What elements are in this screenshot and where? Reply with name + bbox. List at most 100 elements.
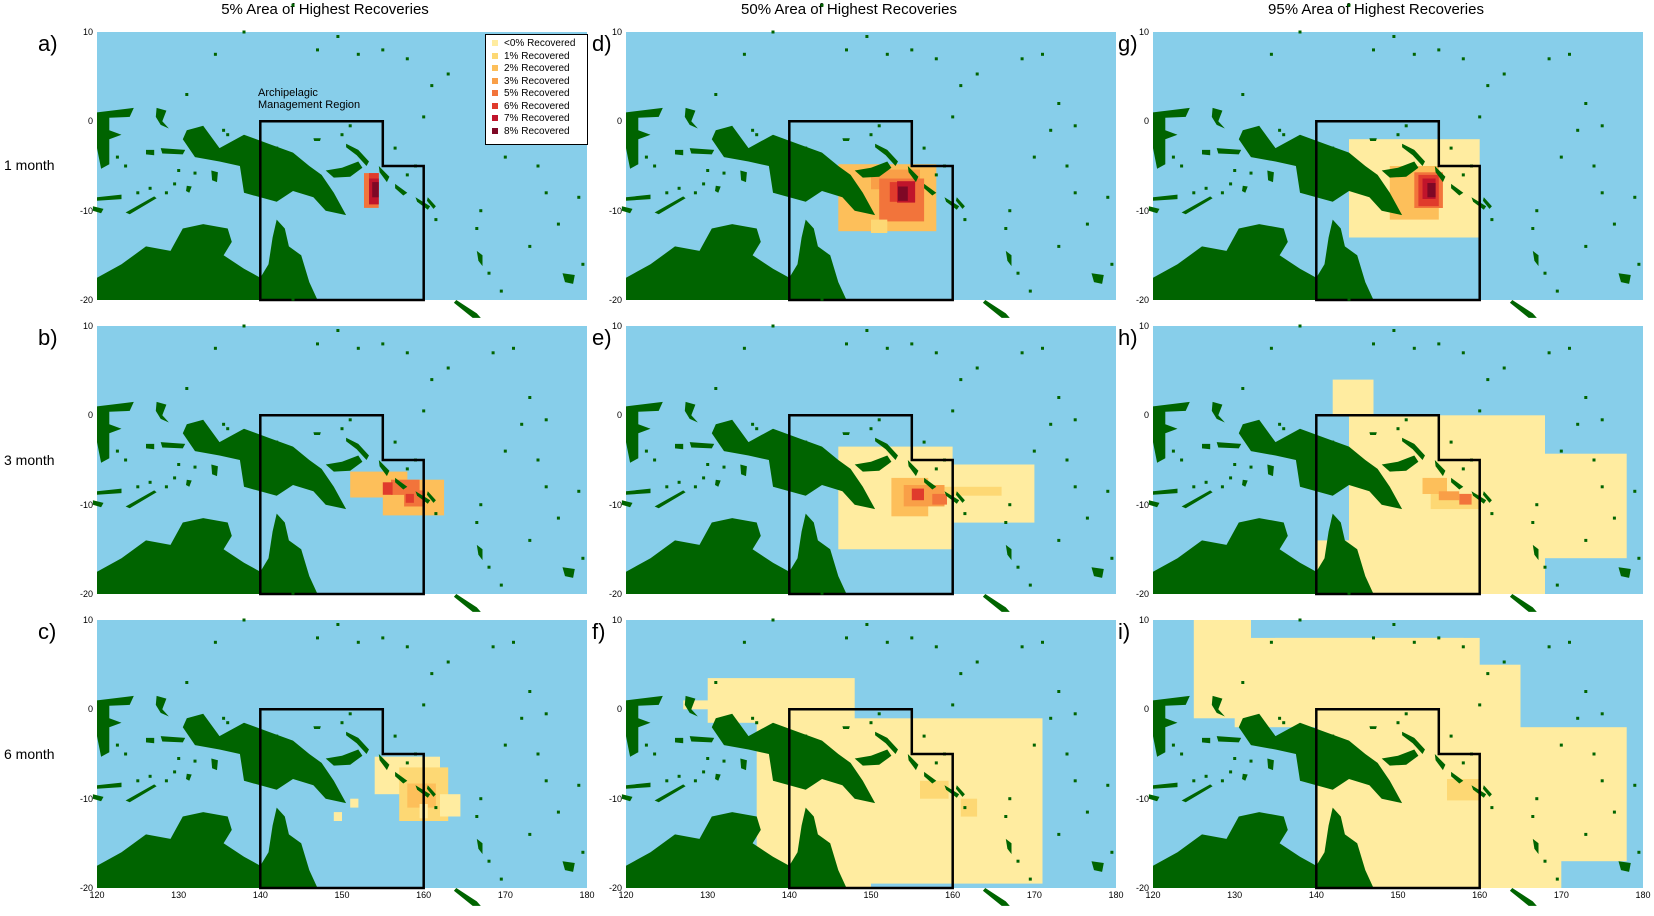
small-island (136, 485, 140, 489)
legend-label: 8% Recovered (504, 125, 570, 137)
landmass-new-caledonia (1509, 300, 1537, 318)
legend-item: 6% Recovered (486, 101, 587, 114)
small-island (1085, 516, 1089, 520)
y-tick-label: -10 (1135, 793, 1149, 804)
small-island (1278, 128, 1282, 132)
small-island (536, 458, 540, 462)
small-island (869, 427, 873, 431)
small-island (1110, 262, 1114, 266)
small-island (885, 346, 889, 350)
landmass-halmahera (684, 401, 698, 423)
small-island (1486, 84, 1490, 88)
landmass-new-guinea (711, 125, 876, 216)
small-island (475, 521, 479, 524)
small-island (1612, 810, 1616, 814)
small-island (1592, 458, 1596, 462)
landmass-fiji (1618, 273, 1631, 284)
small-island (1633, 195, 1637, 199)
small-island (430, 84, 434, 88)
small-island (1057, 244, 1061, 248)
small-island (644, 449, 648, 453)
small-island (975, 366, 979, 370)
small-island (1461, 467, 1465, 471)
landmass-buru (146, 443, 155, 450)
small-island (1555, 583, 1559, 587)
small-island (734, 155, 738, 159)
small-island (1057, 102, 1061, 105)
landmass-seram (1216, 442, 1242, 449)
y-tick-label: 10 (1138, 321, 1149, 331)
landmass-bougainville (907, 754, 919, 771)
legend-label: 5% Recovered (504, 88, 570, 99)
landmass-tanimbar (715, 479, 721, 487)
y-tick-label: 0 (1143, 116, 1149, 127)
small-island (581, 556, 585, 560)
row-label-3-month: 3 month (4, 452, 55, 468)
landmass-australia (626, 807, 847, 888)
small-island (963, 806, 967, 810)
small-island (1204, 186, 1208, 190)
landmass-australia (97, 513, 318, 594)
landmass-solomon-isl-1 (924, 771, 937, 784)
landmass-vanuatu (476, 544, 483, 561)
small-island (1576, 128, 1580, 132)
landmass-flores (626, 488, 651, 495)
small-island (520, 422, 524, 426)
small-island (1404, 124, 1408, 128)
small-island (910, 636, 914, 640)
small-island (714, 387, 718, 390)
small-island (479, 209, 483, 213)
y-tick-label: 0 (87, 116, 93, 127)
small-island (653, 164, 657, 168)
small-island (1241, 387, 1245, 390)
small-island (1204, 774, 1208, 778)
x-tick-label: 180 (1108, 890, 1124, 900)
x-tick-label: 160 (1472, 890, 1488, 900)
small-island (1249, 465, 1253, 469)
landmass-solomon-isl-1 (924, 477, 937, 490)
small-island (1016, 859, 1020, 863)
landmass-new-ireland (875, 143, 898, 166)
small-island (1359, 279, 1363, 283)
small-island (405, 645, 409, 649)
landmass-australia (97, 219, 318, 300)
small-island (577, 195, 581, 199)
y-tick-label: -20 (79, 589, 93, 599)
small-island (1192, 779, 1196, 783)
legend-item: 7% Recovered (486, 113, 587, 126)
small-island (1347, 591, 1351, 595)
map-svg (92, 573, 587, 906)
landmass-new-guinea (711, 419, 876, 510)
landmass-solomon-isl-3 (955, 785, 965, 797)
small-island (722, 465, 726, 469)
legend-label: 1% Recovered (504, 50, 570, 62)
landmass-new-britain (1381, 455, 1419, 472)
small-island (124, 458, 128, 462)
landmass-new-britain (854, 455, 892, 472)
landmass-seram (1216, 148, 1242, 155)
landmass-vanuatu (1532, 544, 1539, 561)
small-island (336, 329, 340, 332)
landmass-new-britain (854, 749, 892, 766)
small-island (1600, 779, 1604, 783)
small-island (1461, 173, 1465, 177)
landmass-fiji (562, 861, 575, 872)
small-island (959, 672, 963, 676)
small-island (381, 342, 385, 346)
small-island (544, 779, 548, 783)
small-island (877, 418, 881, 422)
small-island (706, 463, 710, 466)
small-island (1478, 703, 1482, 707)
small-island (422, 409, 426, 413)
small-island (1531, 227, 1535, 230)
map-panel-h: 10 0 -10 -20 (1136, 279, 1643, 612)
landmass-buru (146, 737, 155, 744)
landmass-aru (1267, 464, 1274, 477)
landmass-new-britain (325, 749, 363, 766)
landmass-bougainville (1434, 460, 1446, 477)
landmass-new-ireland (1402, 437, 1425, 460)
small-island (340, 427, 344, 431)
small-island (1233, 463, 1237, 466)
landmass-timor (1181, 196, 1213, 215)
small-island (164, 485, 168, 489)
